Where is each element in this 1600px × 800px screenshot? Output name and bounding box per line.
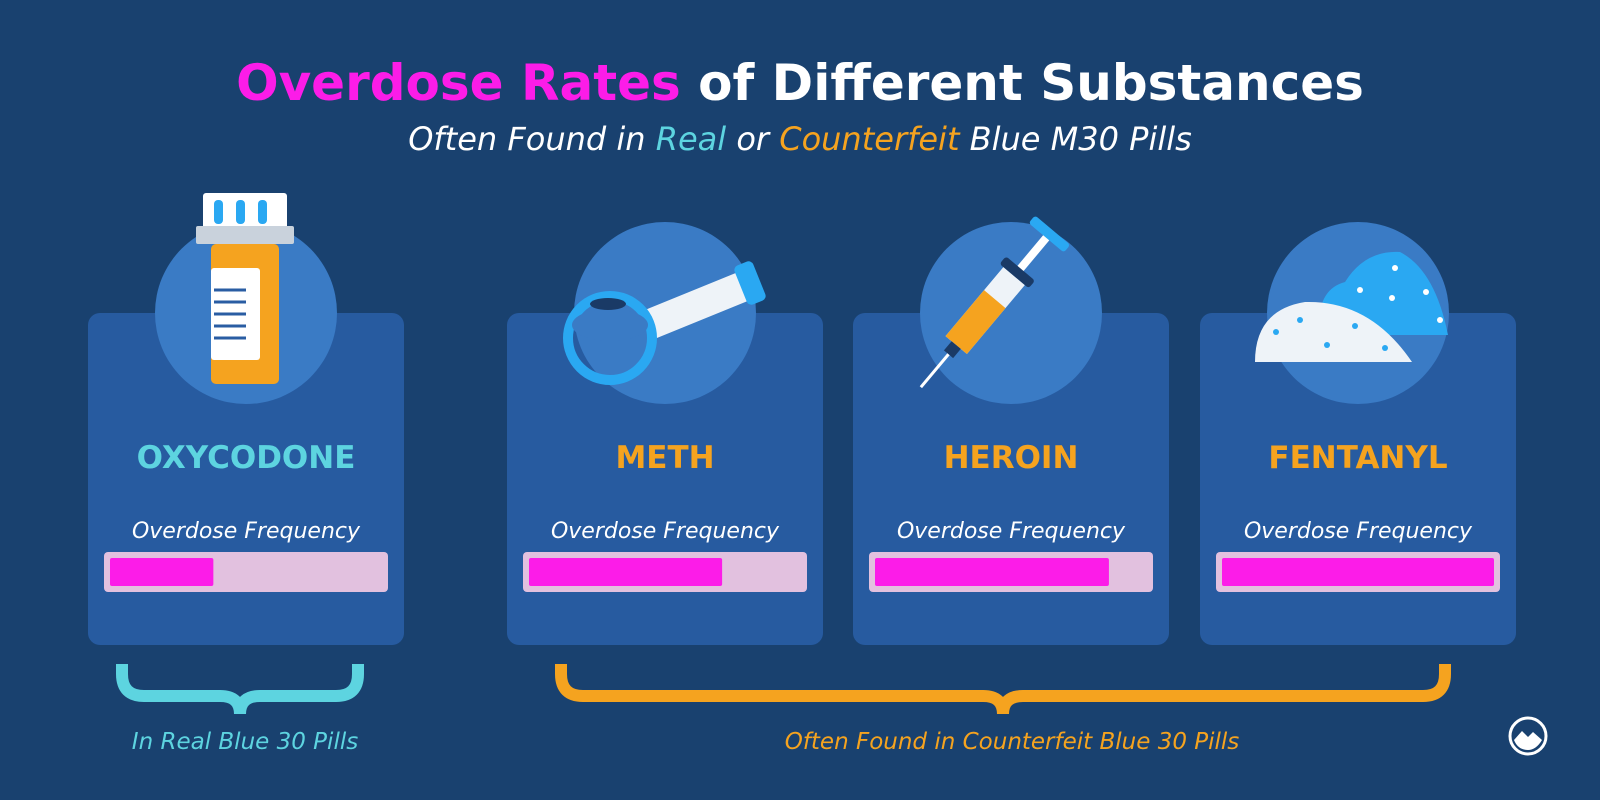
frequency-label: Overdose Frequency [551, 519, 780, 544]
pill-bottle-icon [196, 193, 294, 384]
subtitle-part: Often Found in [408, 120, 656, 158]
frequency-label: Overdose Frequency [1244, 519, 1473, 544]
counterfeit-brace [555, 664, 1451, 715]
real-brace [116, 664, 364, 715]
group-label: In Real Blue 30 Pills [132, 729, 358, 755]
meth-pipe-icon [563, 261, 766, 385]
title-part: of Different Substances [681, 54, 1364, 112]
powder-icon [1255, 251, 1448, 362]
bar [875, 558, 1109, 586]
subtitle-part: Real [656, 120, 727, 158]
title: Overdose Rates of Different Substances [236, 54, 1364, 112]
card: HEROIN Overdose Frequency [853, 222, 1169, 645]
bar [110, 558, 214, 586]
logo [1508, 716, 1548, 756]
substance-name: METH [615, 440, 714, 476]
icons [196, 193, 1448, 389]
substance-name: OXYCODONE [137, 440, 356, 476]
bar [529, 558, 723, 586]
subtitle-part: Counterfeit [779, 120, 961, 158]
group-label: Often Found in Counterfeit Blue 30 Pills [785, 729, 1240, 755]
syringe-icon [919, 216, 1070, 389]
bar [1222, 558, 1494, 586]
frequency-label: Overdose Frequency [132, 519, 361, 544]
card: OXYCODONE Overdose Frequency [88, 222, 404, 645]
subtitle: Often Found in Real or Counterfeit Blue … [408, 120, 1192, 158]
frequency-label: Overdose Frequency [897, 519, 1126, 544]
icon-circle [920, 222, 1102, 404]
subtitle-part: Blue M30 Pills [959, 120, 1191, 158]
substance-name: HEROIN [944, 440, 1079, 476]
substance-name: FENTANYL [1268, 440, 1447, 476]
title-part: Overdose Rates [236, 54, 681, 112]
subtitle-part: or [726, 120, 779, 158]
